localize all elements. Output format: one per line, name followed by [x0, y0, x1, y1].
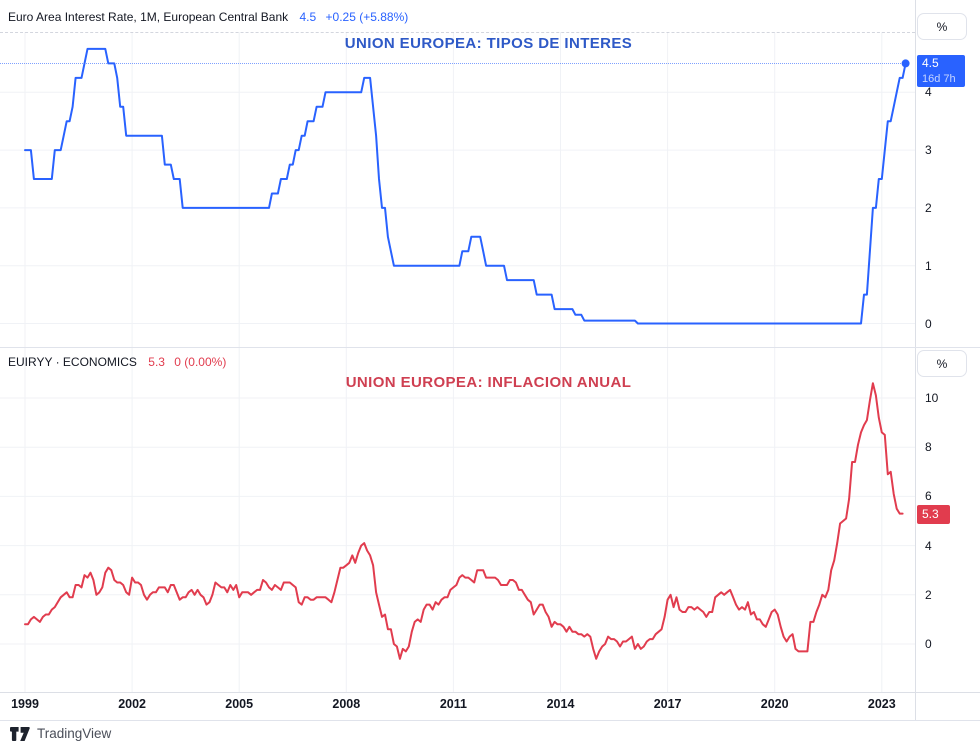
pane1-price-label: 4.5 16d 7h	[917, 55, 965, 87]
pane2-last-value: 5.3	[148, 355, 165, 369]
pane2-price-tick-0: 0	[925, 637, 932, 651]
year-label-2011: 2011	[439, 697, 467, 711]
pane1-price-label-value: 4.5	[922, 56, 939, 70]
price-axis-border	[915, 0, 916, 720]
pane1-annotation-title: UNION EUROPEA: TIPOS DE INTERES	[344, 35, 633, 52]
pane2-annotation-title: UNION EUROPEA: INFLACION ANUAL	[345, 374, 632, 391]
year-label-2005: 2005	[225, 697, 254, 711]
pane2-price-tick-4: 4	[925, 538, 932, 553]
tradingview-logo-icon	[10, 726, 30, 741]
year-label-2017: 2017	[653, 697, 682, 711]
pane2-price-tick-10: 10	[925, 391, 939, 405]
price-axis-scale[interactable]	[916, 0, 980, 692]
pane1-price-tick-1: 1	[925, 258, 932, 273]
pane-separator[interactable]	[0, 347, 980, 348]
time-axis-scale[interactable]	[0, 693, 915, 720]
pane2-percent-scale-button[interactable]: %	[917, 350, 967, 377]
pane1-percent-scale-button[interactable]: %	[917, 13, 967, 40]
pane1-price-tick-3: 3	[925, 143, 932, 158]
year-label-2023: 2023	[867, 697, 896, 711]
pane1-top-dashed-line	[0, 32, 915, 33]
pane2-price-label: 5.3	[917, 505, 950, 524]
pane2-legend: EUIRYY · ECONOMICS 5.3 0 (0.00%)	[8, 355, 226, 369]
footer-border	[0, 720, 980, 721]
pane1-change: +0.25 (+5.88%)	[325, 10, 409, 24]
pane2-price-tick-8: 8	[925, 440, 932, 455]
pane1-price-tick-0: 0	[925, 316, 932, 331]
pane1-price-tick-4: 4	[925, 85, 932, 100]
year-label-2002: 2002	[118, 697, 146, 711]
pane2-price-tick-6: 6	[925, 489, 932, 504]
year-label-2014: 2014	[546, 697, 575, 711]
year-label-2020: 2020	[760, 697, 789, 711]
pane1-price-dotted-line	[0, 63, 909, 64]
tradingview-brand-text: TradingView	[37, 726, 112, 741]
pane1-price-label-countdown: 16d 7h	[922, 73, 956, 85]
pane2-symbol-title: EUIRYY · ECONOMICS	[8, 355, 137, 369]
pane1-last-value: 4.5	[299, 10, 317, 24]
time-axis-border	[0, 692, 980, 693]
pane2-price-label-value: 5.3	[922, 507, 939, 521]
pane1-legend: Euro Area Interest Rate, 1M, European Ce…	[8, 10, 408, 24]
pane1-symbol-title: Euro Area Interest Rate, 1M, European Ce…	[8, 10, 289, 24]
pane2-change: 0 (0.00%)	[174, 355, 227, 369]
tradingview-logo-link[interactable]: TradingView	[10, 726, 111, 741]
year-label-2008: 2008	[332, 697, 361, 711]
pane2-price-tick-2: 2	[925, 587, 932, 602]
year-label-1999: 1999	[11, 697, 39, 711]
pane1-price-tick-2: 2	[925, 200, 932, 215]
